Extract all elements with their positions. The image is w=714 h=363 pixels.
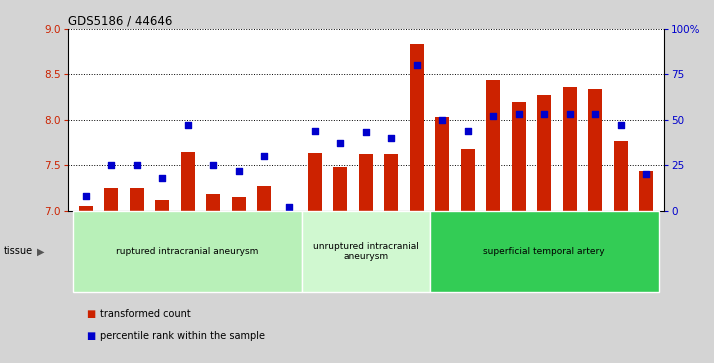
Point (360, 130, 371, 135)
Bar (130, 188, 144, 211)
Bar (410, 44, 424, 211)
Bar (155, 200, 169, 211)
Point (156, 175, 168, 181)
Text: unruptured intracranial
aneurysm: unruptured intracranial aneurysm (313, 242, 419, 261)
Point (207, 162, 218, 168)
Text: ■: ■ (86, 331, 95, 341)
Bar (512, 102, 526, 211)
Text: ▶: ▶ (37, 246, 44, 256)
Bar (384, 154, 398, 211)
Text: ruptured intracranial aneurysm: ruptured intracranial aneurysm (116, 247, 258, 256)
Point (80, 193, 91, 199)
Bar (333, 167, 348, 211)
Bar (257, 186, 271, 211)
Bar (104, 188, 118, 211)
Bar (359, 154, 373, 211)
Text: transformed count: transformed count (100, 309, 191, 319)
Bar (537, 95, 551, 211)
Point (488, 113, 499, 119)
Point (615, 122, 626, 128)
Text: ■: ■ (86, 309, 95, 319)
Bar (436, 117, 449, 211)
Point (182, 122, 193, 128)
Text: percentile rank within the sample: percentile rank within the sample (100, 331, 265, 341)
Bar (181, 151, 195, 211)
Bar (79, 206, 93, 211)
Bar (486, 80, 501, 211)
Text: superficial temporal artery: superficial temporal artery (483, 247, 605, 256)
Text: GDS5186 / 44646: GDS5186 / 44646 (68, 15, 172, 28)
Point (335, 140, 346, 146)
Point (564, 111, 575, 117)
Point (437, 117, 448, 123)
Point (640, 171, 652, 177)
Bar (614, 141, 628, 211)
Text: tissue: tissue (4, 246, 33, 256)
Point (258, 153, 270, 159)
Point (411, 62, 423, 68)
Bar (231, 197, 246, 211)
Bar (308, 153, 322, 211)
Bar (639, 171, 653, 211)
Point (233, 168, 244, 174)
Point (462, 128, 473, 134)
Point (538, 111, 550, 117)
Bar (461, 149, 475, 211)
Point (590, 111, 601, 117)
Point (131, 162, 142, 168)
Point (513, 111, 525, 117)
Bar (588, 89, 602, 211)
Point (386, 135, 397, 141)
Point (309, 128, 321, 134)
Bar (563, 87, 577, 211)
Point (106, 162, 117, 168)
Point (283, 204, 295, 210)
Bar (206, 194, 220, 211)
